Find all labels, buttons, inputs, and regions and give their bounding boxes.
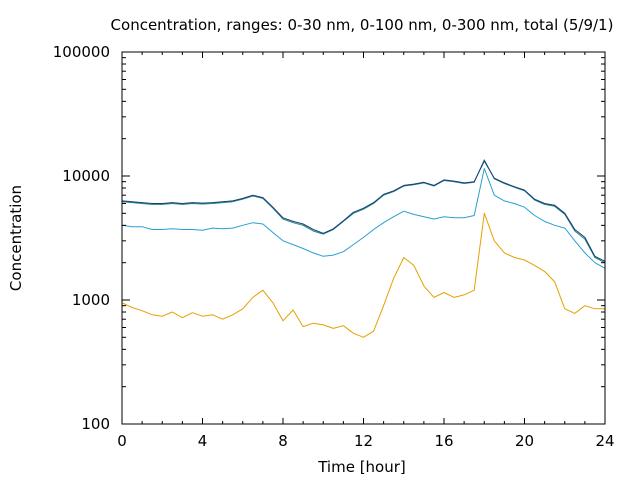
series-layer bbox=[121, 159, 606, 338]
y-axis-label: Concentration bbox=[7, 185, 25, 291]
x-tick-label: 12 bbox=[354, 432, 373, 450]
y-tick-label: 10000 bbox=[62, 167, 110, 185]
x-tick-label: 0 bbox=[117, 432, 127, 450]
series-line-2 bbox=[121, 168, 606, 269]
series-line-1 bbox=[121, 212, 605, 338]
x-tick-label: 4 bbox=[198, 432, 208, 450]
x-tick-label: 8 bbox=[278, 432, 288, 450]
plot-frame bbox=[121, 51, 606, 425]
series-line-3 bbox=[121, 159, 606, 264]
y-tick-label: 100 bbox=[81, 415, 110, 433]
x-axis-label: Time [hour] bbox=[317, 458, 406, 476]
x-tick-label: 16 bbox=[434, 432, 453, 450]
chart-title: Concentration, ranges: 0-30 nm, 0-100 nm… bbox=[111, 16, 614, 34]
x-tick-label: 20 bbox=[515, 432, 534, 450]
y-tick-label: 100000 bbox=[53, 43, 110, 61]
y-tick-label: 1000 bbox=[72, 291, 110, 309]
series-line-4 bbox=[121, 160, 606, 262]
x-tick-label: 24 bbox=[595, 432, 614, 450]
tick-layer: 0 4 8 12 16 20 24 100 1000 10000 100000 bbox=[53, 43, 615, 450]
